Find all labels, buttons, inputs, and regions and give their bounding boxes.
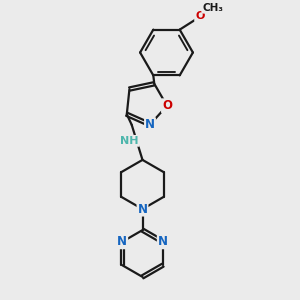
Text: NH: NH xyxy=(120,136,139,146)
Text: N: N xyxy=(158,235,168,248)
Text: O: O xyxy=(195,11,205,21)
Text: O: O xyxy=(162,99,172,112)
Text: CH₃: CH₃ xyxy=(202,3,223,13)
Text: N: N xyxy=(145,118,155,131)
Text: N: N xyxy=(137,202,148,216)
Text: N: N xyxy=(117,235,127,248)
